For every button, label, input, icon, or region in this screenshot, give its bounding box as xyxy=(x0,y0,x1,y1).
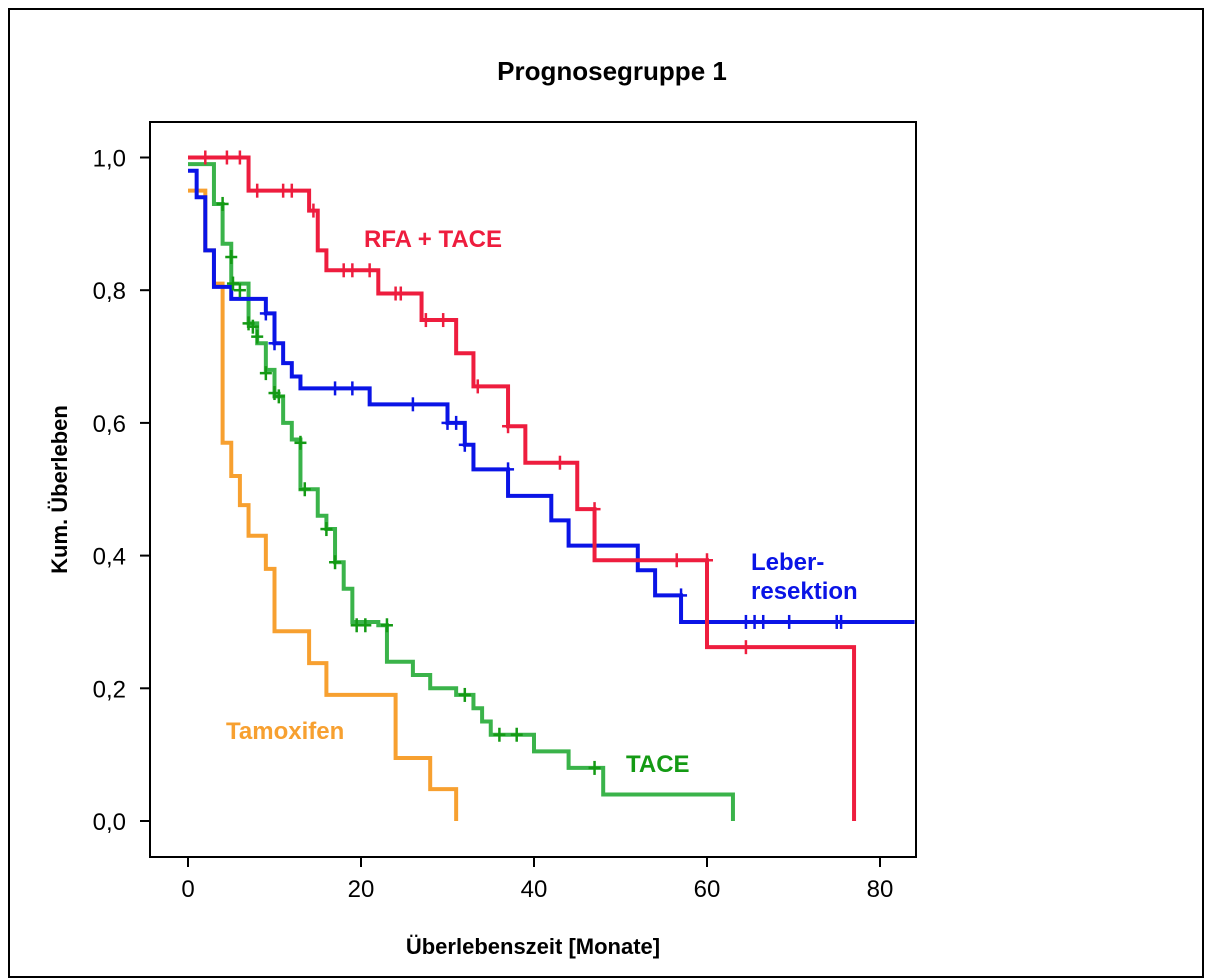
series-line-tamoxifen xyxy=(188,188,459,821)
censor-mark xyxy=(233,150,246,165)
label-tace: TACE xyxy=(626,751,690,778)
censor-mark xyxy=(259,366,272,381)
censor-mark xyxy=(329,381,342,396)
censor-mark xyxy=(588,760,601,775)
label-leberresektion-line2: resektion xyxy=(751,578,858,605)
series-line-leber-resektion xyxy=(188,168,915,624)
y-axis-label: Kum. Überleben xyxy=(47,405,72,574)
censor-mark xyxy=(437,313,450,328)
censor-mark xyxy=(285,183,298,198)
y-tick-label: 0,8 xyxy=(93,278,126,305)
censor-mark xyxy=(419,313,432,328)
label-rfa-tace: RFA + TACE xyxy=(364,226,502,253)
censor-mark xyxy=(298,482,311,497)
censor-mark xyxy=(233,283,246,298)
censor-mark xyxy=(493,727,506,742)
censor-mark xyxy=(458,437,471,452)
censor-mark xyxy=(294,435,307,450)
censor-mark xyxy=(739,640,752,655)
censor-mark xyxy=(553,455,566,470)
censor-mark xyxy=(835,614,848,629)
censor-mark xyxy=(225,250,238,265)
censor-mark xyxy=(510,727,523,742)
censor-mark xyxy=(226,276,239,291)
censor-mark xyxy=(670,553,683,568)
y-tick-label: 0,6 xyxy=(93,411,126,438)
y-tick-label: 0,0 xyxy=(93,809,126,836)
censor-mark xyxy=(502,462,515,477)
censor-mark xyxy=(757,614,770,629)
censor-mark xyxy=(307,203,320,218)
censor-mark xyxy=(199,150,212,165)
censor-mark xyxy=(246,319,259,334)
x-axis-label: Überlebenszeit [Monate] xyxy=(406,934,660,959)
x-tick-label: 0 xyxy=(181,876,194,903)
x-tick-label: 80 xyxy=(867,876,894,903)
censor-mark xyxy=(346,381,359,396)
censor-mark xyxy=(363,263,376,278)
label-tamoxifen: Tamoxifen xyxy=(226,718,344,745)
series-line-tace xyxy=(188,162,735,821)
censor-mark xyxy=(272,389,285,404)
censor-mark xyxy=(783,614,796,629)
censor-mark xyxy=(268,336,281,351)
censor-mark xyxy=(380,618,393,633)
censor-mark xyxy=(216,196,229,211)
censor-mark xyxy=(675,588,688,603)
censor-mark xyxy=(251,183,264,198)
censor-mark xyxy=(588,502,601,517)
y-tick-label: 1,0 xyxy=(93,146,126,173)
censor-mark xyxy=(329,555,342,570)
y-tick-label: 0,2 xyxy=(93,676,126,703)
censor-mark xyxy=(406,397,419,412)
chart-frame xyxy=(8,8,1204,978)
censor-mark xyxy=(471,379,484,394)
censor-mark xyxy=(359,618,372,633)
censor-mark xyxy=(450,415,463,430)
censor-mark xyxy=(502,419,515,434)
x-tick-label: 60 xyxy=(694,876,721,903)
censor-mark xyxy=(701,553,713,568)
censor-mark xyxy=(458,687,471,702)
censor-mark xyxy=(220,150,233,165)
x-tick-label: 40 xyxy=(521,876,548,903)
censor-mark xyxy=(394,286,407,301)
censor-mark xyxy=(251,329,264,344)
censor-mark xyxy=(259,306,272,321)
y-tick-label: 0,4 xyxy=(93,544,126,571)
label-leberresektion-line1: Leber- xyxy=(751,549,824,576)
censor-mark xyxy=(346,263,359,278)
x-tick-label: 20 xyxy=(348,876,375,903)
censor-mark xyxy=(320,522,333,537)
chart-title: Prognosegruppe 1 xyxy=(497,56,727,86)
